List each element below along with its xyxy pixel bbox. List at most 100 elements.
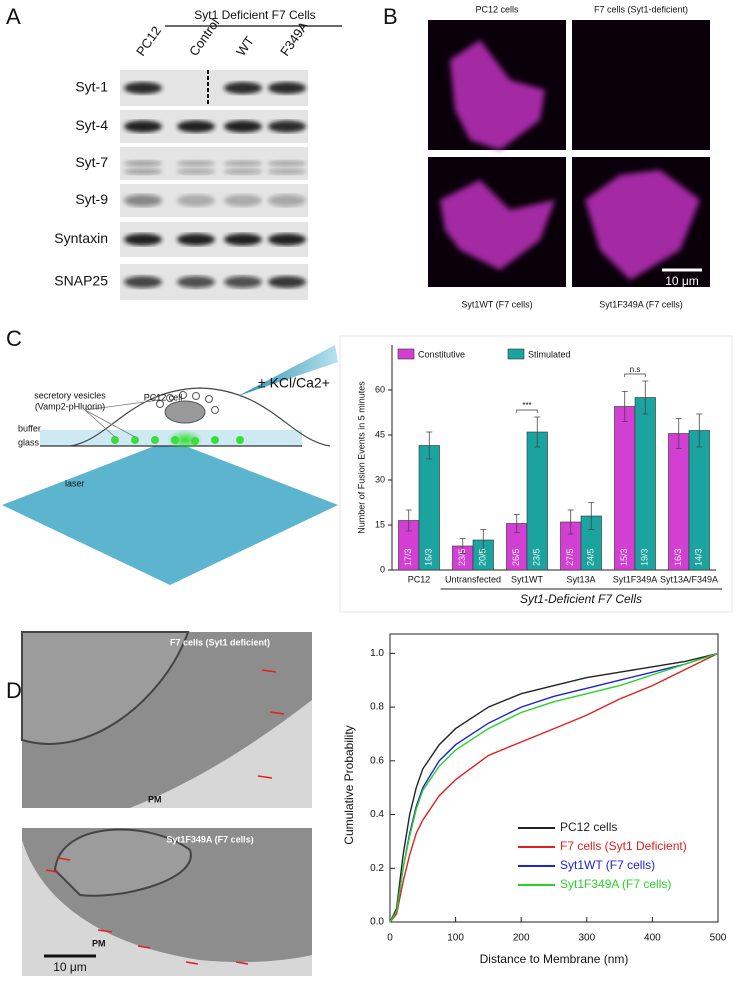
pipette — [238, 345, 338, 396]
x-tick-label: 0 — [387, 933, 393, 944]
plot-frame — [389, 633, 719, 923]
x-tick-label: Syt13A/F349A — [660, 574, 718, 584]
blot-band — [224, 168, 262, 175]
x-tick-label: Syt13A — [566, 574, 595, 584]
nucleus — [53, 828, 192, 897]
micro-image — [572, 20, 710, 150]
blot-band — [224, 120, 262, 133]
legend-label: PC12 cells — [560, 820, 617, 834]
y-tick-label: 0 — [380, 564, 385, 574]
pm-label: PM — [148, 794, 162, 804]
image-title: Syt1WT (F7 cells) — [461, 299, 532, 309]
error-bar — [534, 416, 541, 448]
x-tick-label: Syt1F349A — [613, 574, 658, 584]
blot-band — [268, 82, 306, 94]
error-bar — [567, 509, 574, 535]
y-tick-label: 45 — [375, 429, 385, 439]
x-axis-label: Distance to Membrane (nm) — [480, 952, 629, 966]
pm-label: PM — [92, 938, 106, 948]
error-bar — [480, 529, 487, 551]
legend-label: Syt1WT (F7 cells) — [560, 858, 655, 872]
blot-band — [268, 276, 306, 288]
blot-band — [224, 276, 262, 288]
microscopy: PC12 cells F7 cells (Syt1-deficient) Syt… — [428, 4, 710, 309]
legend-label: Syt1F349A (F7 cells) — [560, 877, 671, 891]
error-bar — [426, 431, 433, 460]
y-tick-label: 0.2 — [370, 863, 384, 874]
x-tick-label: 100 — [447, 933, 464, 944]
lane-label: F349A — [277, 18, 311, 58]
blot-band — [268, 120, 306, 133]
schematic-label: PC12 cell — [144, 392, 183, 402]
blot-band — [268, 168, 306, 175]
y-axis-label: Cumulative Probability — [342, 725, 356, 844]
bar-annotation: 26/5 — [511, 548, 521, 566]
y-tick-label: 30 — [375, 474, 385, 484]
error-bar — [675, 418, 682, 449]
em-title: Syt1F349A (F7 cells) — [166, 834, 253, 844]
blot-band — [124, 233, 162, 246]
error-bar — [513, 514, 520, 533]
chart-frame — [339, 335, 733, 613]
legend-label: F7 cells (Syt1 Deficient) — [560, 839, 687, 853]
row-label: Syt-4 — [75, 117, 108, 133]
nucleus — [21, 631, 190, 745]
error-bar — [459, 538, 466, 554]
bar — [634, 397, 656, 571]
lane-label: PC12 — [133, 23, 164, 58]
bar-annotation: 16/3 — [673, 548, 683, 566]
legend-swatch — [507, 348, 525, 360]
x-tick-label: Untransfected — [445, 574, 501, 584]
panel-label: B — [383, 4, 398, 29]
cdf-line — [389, 652, 719, 923]
significance-label: *** — [522, 401, 531, 410]
vesicles-unfused — [156, 391, 219, 414]
cell-fluorescence — [440, 180, 555, 270]
blot-band — [268, 233, 306, 246]
blot-band — [124, 276, 162, 288]
bar-annotation: 15/3 — [619, 548, 629, 566]
error-bar — [621, 391, 628, 422]
image-title: Syt1F349A (F7 cells) — [599, 299, 683, 309]
row-label: Syt-7 — [75, 154, 108, 170]
x-tick-label: 200 — [513, 933, 530, 944]
cell-outline — [69, 387, 331, 447]
panel-label: D — [6, 678, 22, 703]
bar-annotation: 17/3 — [403, 548, 413, 566]
y-tick-label: 0.6 — [370, 755, 384, 766]
y-axis-label: Number of Fusion Events in 5 minutes — [356, 381, 366, 534]
error-bar — [696, 413, 703, 448]
scale-label: 10 μm — [665, 274, 699, 288]
blot-band — [224, 82, 262, 94]
row-label: Syntaxin — [54, 230, 108, 246]
row-label: Syt-1 — [75, 79, 108, 95]
cdf-line — [389, 652, 719, 923]
panel-label: C — [6, 326, 22, 351]
bar-annotation: 19/3 — [640, 548, 650, 566]
pointer-lines — [84, 399, 161, 438]
nucleus — [164, 400, 206, 424]
bar-annotation: 20/5 — [478, 548, 488, 566]
laser-beam — [2, 440, 338, 585]
blot-band — [124, 194, 162, 207]
row-label: Syt-9 — [75, 191, 108, 207]
image-title: PC12 cells — [475, 4, 519, 14]
y-tick-label: 0.4 — [370, 809, 384, 820]
bar-annotation: 23/5 — [457, 548, 467, 566]
error-bar — [642, 380, 649, 415]
schematic-label: glass — [18, 437, 40, 447]
extracellular — [22, 840, 312, 976]
blot-band — [177, 233, 215, 246]
blot-band — [268, 194, 306, 207]
em-images: F7 cells (Syt1 deficient) Syt1F349A (F7 … — [21, 631, 312, 976]
significance-label: n.s — [630, 365, 641, 374]
significance-bracket — [516, 409, 538, 413]
bar — [614, 406, 636, 571]
blot-band — [124, 168, 162, 175]
blot-band — [224, 160, 262, 167]
bar-annotation: 14/3 — [694, 548, 704, 566]
western-blot: Syt1 Deficient F7 Cells PC12 Control WT F34… — [54, 8, 342, 300]
group-label: Syt1-Deficient F7 Cells — [520, 592, 642, 606]
x-tick-label: Syt1WT — [511, 574, 544, 584]
